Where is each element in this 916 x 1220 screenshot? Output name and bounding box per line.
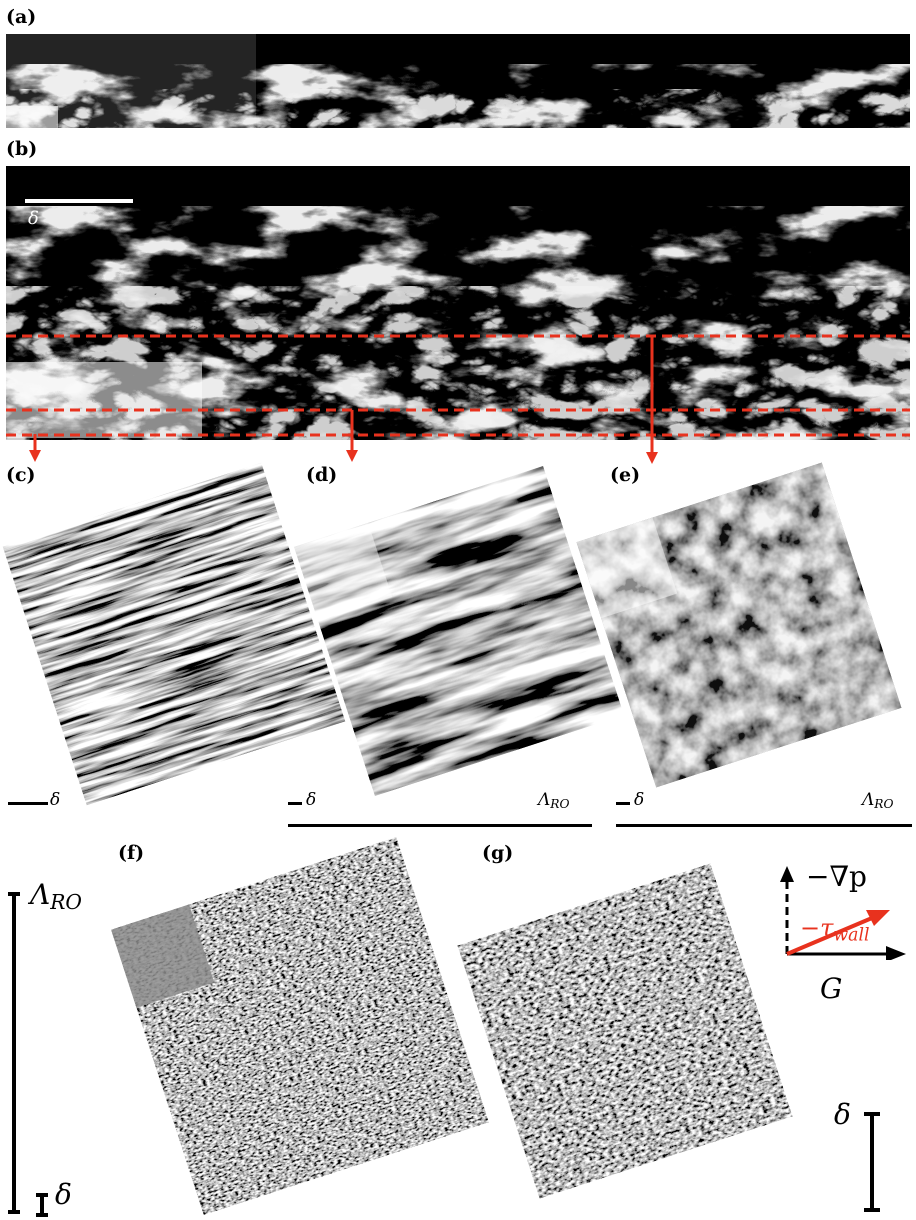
panel-b-scale-bar bbox=[25, 199, 133, 203]
panel-label-d: (d) bbox=[306, 464, 338, 486]
panel-f-image bbox=[110, 836, 490, 1216]
geostrophic-label: G bbox=[820, 972, 843, 1005]
panel-d-image bbox=[293, 465, 625, 797]
right-delta-scale-bar bbox=[864, 1112, 880, 1212]
panel-e-lambda-bar bbox=[616, 824, 912, 827]
left-delta-label: δ bbox=[55, 1178, 72, 1211]
red-arrows bbox=[29, 335, 658, 464]
pressure-gradient-label: −∇p bbox=[806, 860, 867, 893]
left-lambda-label: ΛRO bbox=[30, 878, 82, 915]
panel-label-e: (e) bbox=[610, 464, 641, 486]
right-delta-label: δ bbox=[834, 1098, 851, 1131]
panel-e-lambda-label: ΛRO bbox=[862, 790, 894, 812]
panel-label-c: (c) bbox=[6, 464, 36, 486]
force-axes-glyph bbox=[780, 866, 906, 960]
panel-g-image bbox=[457, 863, 793, 1199]
panel-label-f: (f) bbox=[118, 842, 145, 864]
panel-label-g: (g) bbox=[482, 842, 514, 864]
panel-c-image bbox=[2, 462, 346, 806]
left-delta-scale-bar bbox=[36, 1193, 48, 1217]
panel-label-b: (b) bbox=[6, 138, 38, 160]
panel-d-delta-bar bbox=[288, 802, 302, 805]
panel-b-delta-label: δ bbox=[28, 208, 39, 229]
panel-c-delta-label: δ bbox=[50, 790, 61, 810]
panel-label-a: (a) bbox=[6, 6, 37, 28]
panel-a-image bbox=[6, 34, 910, 128]
panel-d-lambda-label: ΛRO bbox=[538, 790, 570, 812]
panel-b-image bbox=[6, 166, 910, 440]
left-lambda-scale-bar bbox=[8, 892, 20, 1214]
panel-d-delta-label: δ bbox=[306, 790, 317, 810]
panel-e-image bbox=[576, 462, 902, 788]
panel-d-lambda-bar bbox=[288, 824, 592, 827]
panel-e-delta-label: δ bbox=[634, 790, 645, 810]
wall-stress-label: −τwall bbox=[800, 914, 870, 946]
panel-e-delta-bar bbox=[616, 802, 630, 805]
panel-c-delta-bar bbox=[8, 802, 48, 805]
